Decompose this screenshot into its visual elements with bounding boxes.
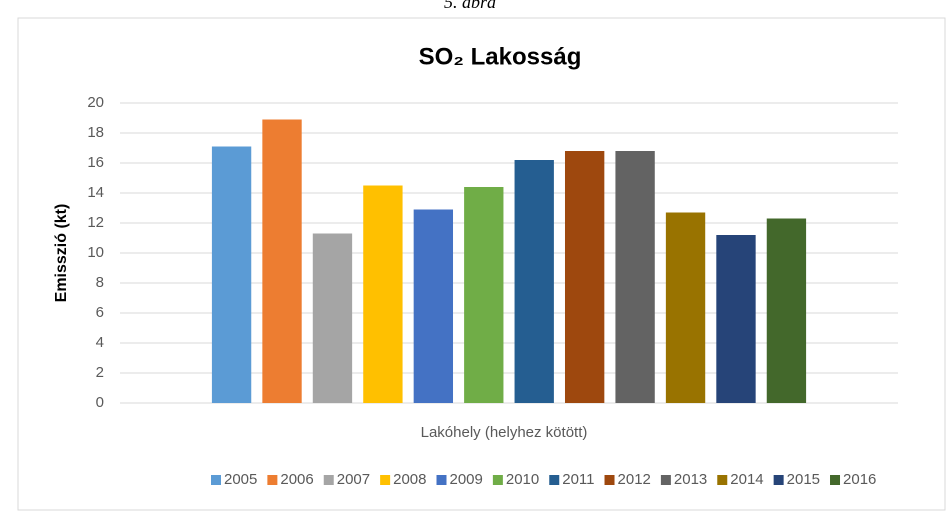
y-tick-label: 0 [96, 394, 104, 411]
legend-label: 2014 [730, 471, 763, 488]
bar [716, 235, 756, 403]
bar [363, 185, 403, 403]
bar [766, 218, 807, 403]
legend-label: 2013 [674, 471, 707, 488]
y-tick-label: 6 [96, 304, 104, 321]
legend-swatch [549, 475, 560, 485]
y-tick-label: 10 [87, 244, 104, 261]
legend-swatch [717, 475, 728, 485]
bar [564, 151, 605, 403]
y-tick-label: 18 [87, 124, 104, 141]
y-tick-label: 12 [87, 214, 104, 231]
y-tick-label: 8 [96, 274, 104, 291]
y-tick-label: 16 [87, 154, 104, 171]
legend-swatch [604, 475, 615, 485]
y-axis-label: Emisszió (kt) [53, 204, 70, 303]
x-tick-label: Lakóhely (helyhez kötött) [421, 424, 588, 441]
legend-label: 2015 [787, 471, 820, 488]
legend-swatch [211, 475, 221, 485]
legend-swatch [267, 475, 278, 485]
legend-label: 2007 [337, 471, 370, 488]
legend-swatch [660, 475, 671, 485]
legend-label: 2016 [843, 471, 876, 488]
legend-swatch [323, 475, 334, 485]
bar [262, 119, 302, 403]
bar [514, 160, 554, 403]
legend-label: 2010 [506, 471, 539, 488]
bar [615, 151, 655, 403]
bar [211, 146, 252, 403]
legend-swatch [830, 475, 841, 485]
y-tick-label: 20 [87, 94, 104, 111]
y-tick-label: 14 [87, 184, 104, 201]
legend-label: 2012 [618, 471, 651, 488]
legend-swatch [436, 475, 447, 485]
legend-swatch [380, 475, 391, 485]
bar [413, 209, 454, 403]
legend-swatch [773, 475, 784, 485]
legend-label: 2006 [280, 471, 313, 488]
y-tick-label: 2 [96, 364, 104, 381]
legend-swatch [492, 475, 503, 485]
chart-title: SO₂ Lakosság [419, 43, 582, 70]
bar [665, 212, 706, 403]
legend-label: 2011 [562, 471, 594, 488]
bar [312, 233, 353, 403]
legend-label: 2009 [450, 471, 483, 488]
figure-caption: 5. ábra [444, 0, 496, 12]
y-tick-label: 4 [96, 334, 104, 351]
legend-label: 2008 [393, 471, 426, 488]
legend-label: 2005 [224, 471, 257, 488]
bar [464, 187, 504, 403]
